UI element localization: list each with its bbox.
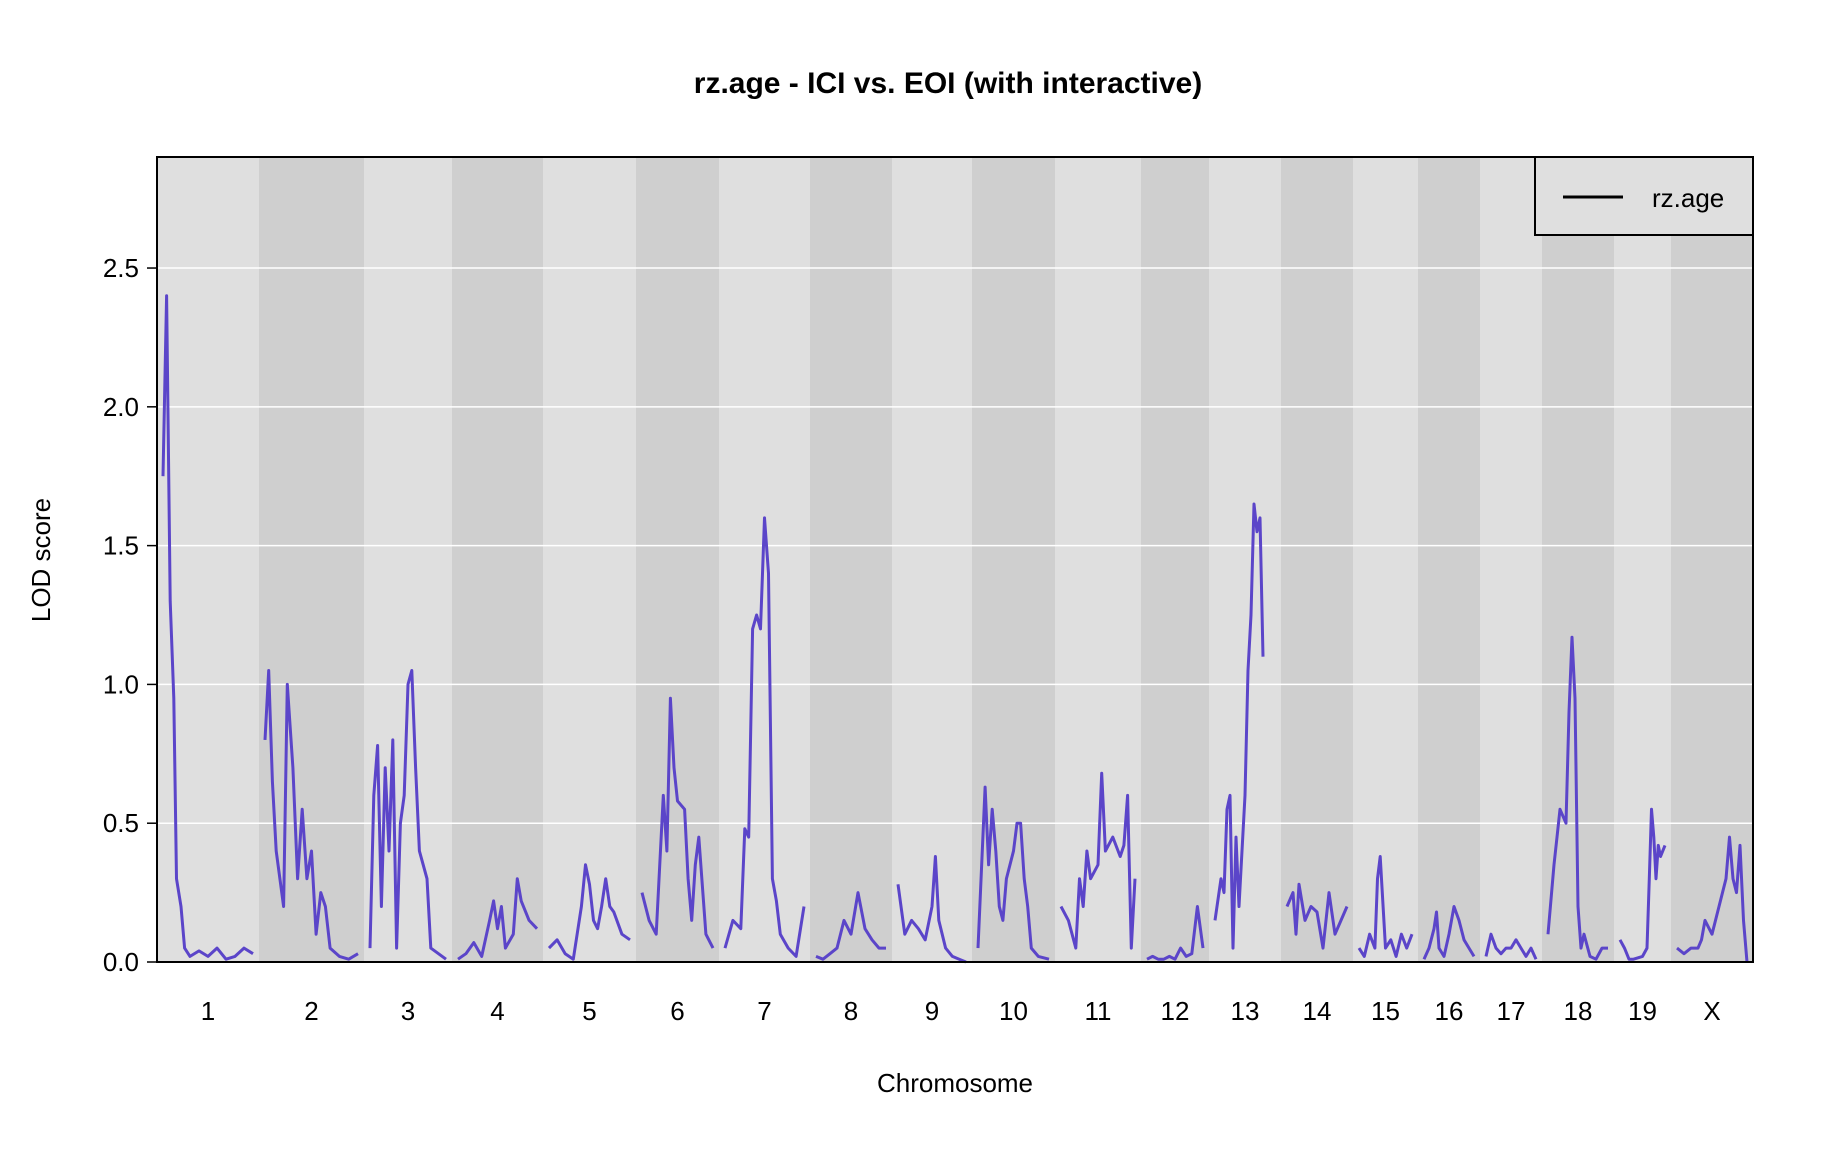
lod-line-chr-14 [1285, 882, 1349, 950]
x-tick-label-chr-14: 14 [1303, 996, 1332, 1026]
x-tick-label-chr-8: 8 [844, 996, 858, 1026]
x-tick-label-chr-1: 1 [201, 996, 215, 1026]
lod-line-chr-9 [896, 855, 967, 964]
lod-lines [161, 294, 1749, 964]
chromosome-bands [157, 157, 1753, 962]
x-tick-label-chr-17: 17 [1497, 996, 1526, 1026]
lod-line-chr-6 [640, 696, 715, 949]
y-axis-label: LOD score [26, 498, 56, 622]
chromosome-band-12 [1141, 157, 1209, 962]
chromosome-band-4 [452, 157, 543, 962]
y-tick-label-1.5: 1.5 [103, 531, 139, 561]
lod-line-chr-X [1676, 835, 1749, 963]
chromosome-band-1 [157, 157, 259, 962]
chromosome-band-17 [1480, 157, 1542, 962]
chromosome-band-3 [364, 157, 452, 962]
lod-line-chr-1 [161, 294, 254, 961]
x-tick-label-chr-11: 11 [1085, 996, 1112, 1026]
x-tick-label-chr-4: 4 [490, 996, 504, 1026]
lod-line-chr-17 [1484, 932, 1538, 960]
x-tick-label-chr-10: 10 [999, 996, 1028, 1026]
x-tick-label-chr-3: 3 [401, 996, 415, 1026]
lod-line-chr-5 [547, 863, 631, 961]
plot-frame [156, 156, 1754, 963]
lod-line-chr-10 [976, 785, 1050, 961]
lod-line-chr-7 [723, 516, 806, 958]
y-tick-label-2.5: 2.5 [103, 253, 139, 283]
gridlines [157, 267, 1753, 824]
x-axis-label: Chromosome [877, 1068, 1033, 1098]
chromosome-band-19 [1614, 157, 1671, 962]
lod-line-chr-2 [263, 669, 359, 961]
x-tick-label-chr-18: 18 [1564, 996, 1593, 1026]
lod-line-chr-16 [1422, 905, 1476, 960]
x-tick-label-chr-6: 6 [670, 996, 684, 1026]
chromosome-band-2 [259, 157, 364, 962]
x-tick-label-chr-13: 13 [1231, 996, 1260, 1026]
x-tick-label-chr-5: 5 [582, 996, 596, 1026]
chromosome-band-9 [892, 157, 972, 962]
chromosome-band-X [1671, 157, 1753, 962]
x-tick-label-chr-16: 16 [1435, 996, 1464, 1026]
chromosome-band-14 [1281, 157, 1353, 962]
x-tick-label-chr-19: 19 [1628, 996, 1657, 1026]
y-axis-ticks: 0.0 0.5 1.0 1.5 2.0 2.5 [103, 253, 157, 977]
chart-title: rz.age - ICI vs. EOI (with interactive) [694, 67, 1202, 100]
x-tick-label-chr-2: 2 [304, 996, 318, 1026]
legend: rz.age [1534, 156, 1754, 236]
x-tick-label-chr-15: 15 [1371, 996, 1400, 1026]
lod-line-chr-18 [1546, 635, 1608, 961]
chromosome-band-5 [543, 157, 636, 962]
legend-entry-rz-age: rz.age [1652, 183, 1724, 213]
lod-line-chr-4 [457, 877, 539, 961]
chromosome-band-6 [636, 157, 719, 962]
y-tick-label-2.0: 2.0 [103, 392, 139, 422]
chromosome-band-15 [1353, 157, 1418, 962]
lod-line-chr-13 [1213, 502, 1265, 950]
lod-line-chr-15 [1357, 855, 1414, 958]
lod-line-chr-11 [1059, 771, 1137, 950]
y-tick-label-0.5: 0.5 [103, 808, 139, 838]
x-tick-label-chr-12: 12 [1161, 996, 1190, 1026]
chromosome-band-8 [810, 157, 892, 962]
lod-line-chr-12 [1146, 905, 1205, 961]
y-tick-label-0.0: 0.0 [103, 947, 139, 977]
chromosome-band-16 [1418, 157, 1480, 962]
chromosome-band-13 [1209, 157, 1281, 962]
lod-line-chr-8 [815, 891, 886, 961]
y-tick-label-1.0: 1.0 [103, 669, 139, 699]
x-tick-label-chr-7: 7 [757, 996, 771, 1026]
x-tick-label-chr-9: 9 [925, 996, 939, 1026]
lod-line-chr-19 [1618, 807, 1667, 961]
lod-line-chr-3 [368, 669, 447, 961]
x-axis-ticks: 1 2 3 4 5 6 7 8 9 10 11 12 13 14 15 16 17 18 19 X [201, 996, 1721, 1026]
x-tick-label-chr-X: X [1703, 996, 1720, 1026]
